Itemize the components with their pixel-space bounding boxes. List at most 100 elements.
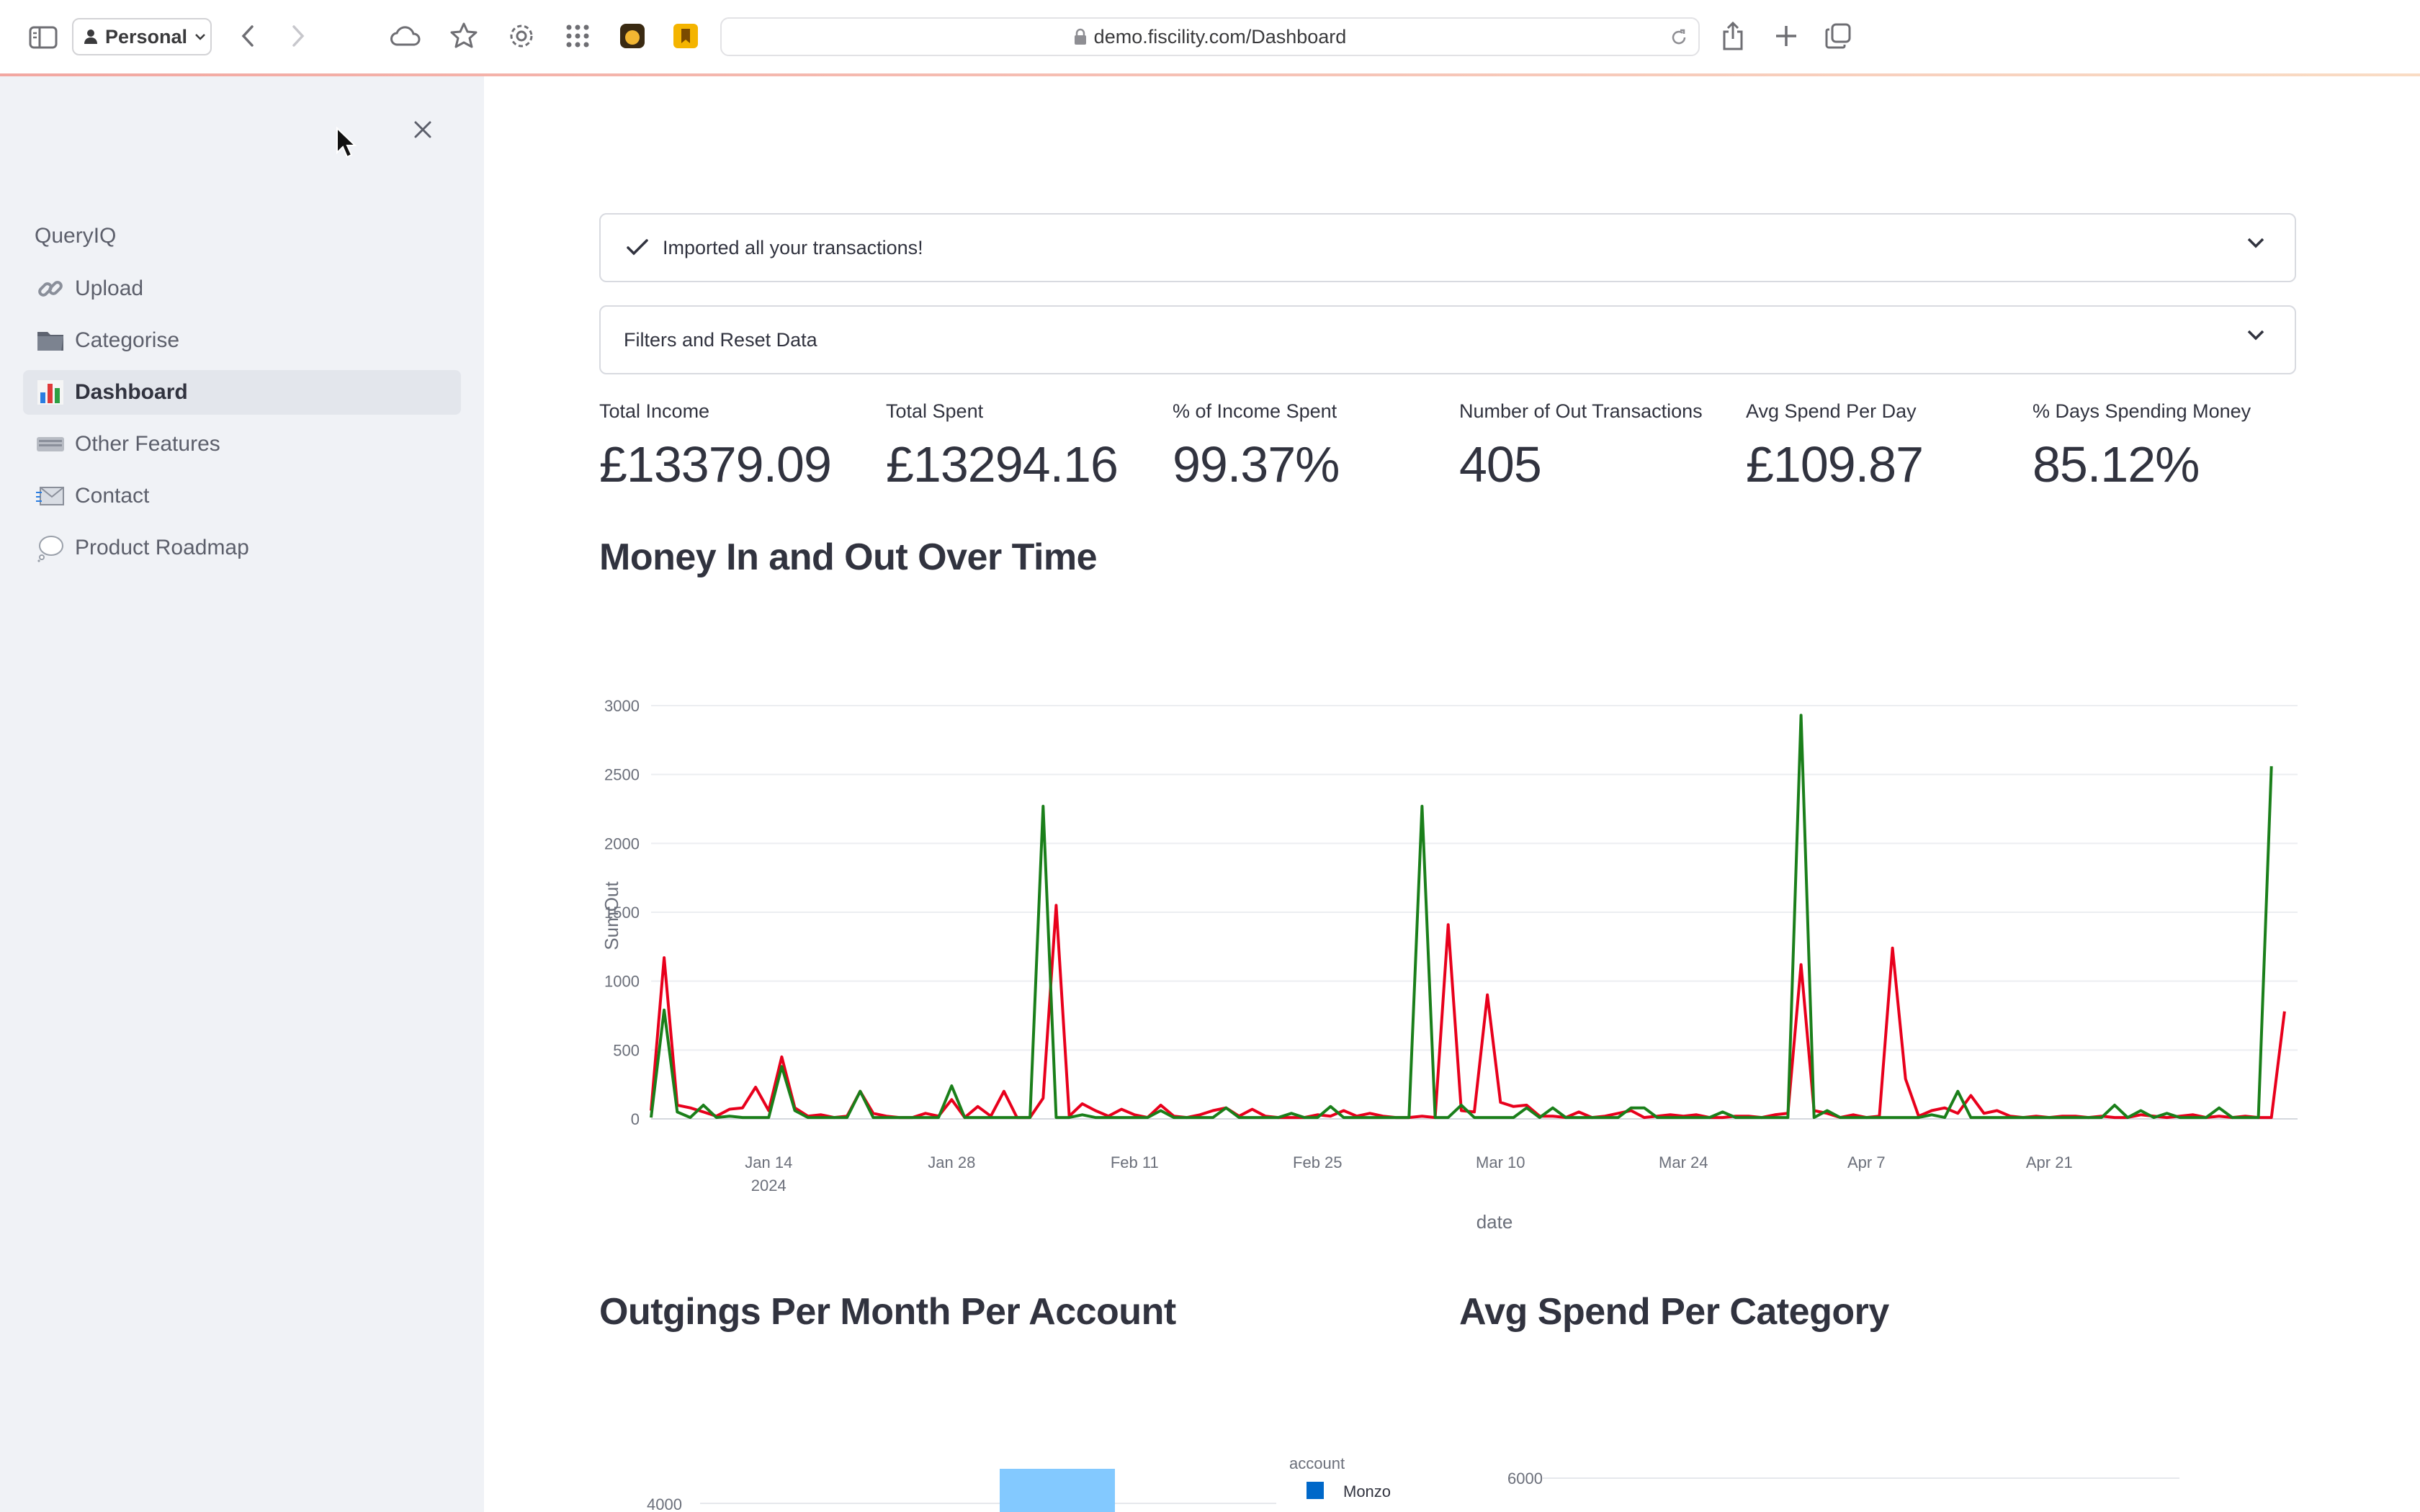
metric-value: £13379.09 (599, 436, 832, 492)
metric-value: £13294.16 (886, 436, 1119, 492)
sidebar (0, 76, 484, 1512)
bar[interactable] (1000, 1469, 1115, 1512)
metric-label: % Days Spending Money (2033, 400, 2251, 422)
metric-label: % of Income Spent (1173, 400, 1337, 422)
metric-days-spending: % Days Spending Money 85.12% (2033, 400, 2251, 493)
forward-icon[interactable] (282, 20, 314, 52)
metric-value: 85.12% (2033, 436, 2200, 492)
metric-value: £109.87 (1746, 436, 1924, 492)
sidebar-toggle-icon[interactable] (27, 22, 59, 53)
profile-name: Personal (105, 25, 188, 48)
metric-value: 405 (1459, 436, 1542, 492)
section-title-avg-spend: Avg Spend Per Category (1459, 1291, 1889, 1333)
sidebar-item-categorise[interactable]: Categorise (23, 318, 461, 363)
reload-icon[interactable] (1670, 28, 1688, 47)
x-axis-label: date (1476, 1211, 1513, 1233)
sidebar-item-label: Upload (75, 276, 144, 300)
lock-icon (1074, 28, 1086, 45)
chevron-down-icon (195, 34, 205, 40)
check-icon (627, 239, 648, 256)
sidebar-item-label: Product Roadmap (75, 536, 249, 559)
y-tick-label: 2000 (604, 834, 640, 852)
metric-label: Total Spent (886, 400, 984, 422)
url-text: demo.fiscility.com/Dashboard (1093, 25, 1347, 48)
y-tick-label: 2500 (604, 766, 640, 784)
bookmark-extension-icon[interactable] (671, 22, 700, 50)
app-name: QueryIQ (35, 224, 117, 248)
gear-icon[interactable] (506, 20, 537, 52)
sidebar-item-dashboard[interactable]: Dashboard (23, 370, 461, 415)
chevron-down-icon (2247, 330, 2264, 341)
envelope-icon (36, 482, 65, 510)
x-tick-label: Apr 7 (1847, 1153, 1886, 1171)
sidebar-item-label: Other Features (75, 432, 220, 456)
outgoings-bar-chart[interactable]: 4000 account Monzo (599, 1440, 1392, 1512)
series-line[interactable] (650, 714, 2273, 1120)
metric-label: Total Income (599, 400, 710, 422)
keyboard-icon (36, 430, 65, 459)
metric-avg-spend-per-day: Avg Spend Per Day £109.87 (1746, 400, 1924, 493)
series-line[interactable] (650, 904, 2286, 1120)
apps-grid-icon[interactable] (562, 20, 593, 52)
new-tab-icon[interactable] (1770, 20, 1802, 52)
x-tick-label: Apr 21 (2026, 1153, 2073, 1171)
y-tick-label: 4000 (647, 1495, 682, 1512)
mouse-cursor-icon (336, 126, 357, 162)
person-icon (84, 30, 97, 44)
metric-label: Avg Spend Per Day (1746, 400, 1917, 422)
browser-toolbar: Personal demo.fiscility.com/Dashboard (0, 0, 2420, 73)
money-in-out-chart[interactable]: 0 500 1000 1500 2000 2500 3000 Jan 14 2024 Jan 2… (576, 677, 2319, 1238)
x-tick-label: Feb 11 (1111, 1153, 1159, 1171)
sidebar-item-contact[interactable]: Contact (23, 474, 461, 518)
profile-switcher[interactable]: Personal (72, 18, 212, 55)
close-sidebar-icon[interactable] (407, 114, 439, 145)
share-icon[interactable] (1717, 19, 1749, 53)
y-tick-label: 1000 (604, 973, 640, 991)
toolbar-divider (0, 73, 2420, 76)
sidebar-item-label: Dashboard (75, 380, 188, 404)
x-tick-label: Mar 24 (1659, 1153, 1708, 1171)
legend-entry: Monzo (1343, 1482, 1391, 1500)
metric-total-spent: Total Spent £13294.16 (886, 400, 1119, 493)
y-tick-label: 6000 (1507, 1470, 1543, 1488)
section-title-money-in-out: Money In and Out Over Time (599, 536, 1098, 578)
section-title-outgoings: Outgings Per Month Per Account (599, 1291, 1176, 1333)
bar-chart-icon (36, 378, 65, 407)
thought-bubble-icon (36, 534, 65, 562)
metric-total-income: Total Income £13379.09 (599, 400, 832, 493)
back-icon[interactable] (232, 20, 264, 52)
x-tick-label: Jan 28 (928, 1153, 975, 1171)
x-tick-sublabel: 2024 (751, 1176, 786, 1194)
folder-icon (36, 326, 65, 355)
metric-percent-income-spent: % of Income Spent 99.37% (1173, 400, 1340, 493)
x-tick-label: Jan 14 (745, 1153, 792, 1171)
sidebar-item-upload[interactable]: Upload (23, 266, 461, 311)
main-content (484, 76, 2420, 1512)
extension-icon[interactable] (618, 22, 647, 50)
metric-label: Number of Out Transactions (1459, 400, 1703, 422)
y-tick-label: 0 (631, 1110, 640, 1128)
chevron-down-icon (2247, 238, 2264, 248)
metric-value: 99.37% (1173, 436, 1340, 492)
status-message: Imported all your transactions! (663, 236, 923, 258)
y-axis-label: SumOut (601, 881, 622, 950)
tab-overview-icon[interactable] (1822, 20, 1854, 52)
address-bar[interactable]: demo.fiscility.com/Dashboard (720, 17, 1700, 56)
sidebar-item-label: Categorise (75, 328, 180, 352)
legend-swatch (1307, 1482, 1324, 1499)
y-tick-label: 1500 (604, 904, 640, 922)
avg-spend-bar-chart[interactable]: 6000 (1459, 1440, 2251, 1512)
sidebar-item-other-features[interactable]: Other Features (23, 422, 461, 467)
metric-out-transactions: Number of Out Transactions 405 (1459, 400, 1703, 493)
y-tick-label: 3000 (604, 697, 640, 715)
status-expander[interactable]: Imported all your transactions! (599, 213, 2296, 282)
x-tick-label: Mar 10 (1476, 1153, 1525, 1171)
filters-label: Filters and Reset Data (624, 328, 817, 351)
sidebar-item-product-roadmap[interactable]: Product Roadmap (23, 526, 461, 570)
filters-expander[interactable]: Filters and Reset Data (599, 305, 2296, 374)
sidebar-item-label: Contact (75, 484, 150, 508)
cloud-icon[interactable] (387, 20, 424, 52)
link-icon (36, 274, 65, 303)
star-icon[interactable] (447, 20, 481, 52)
y-tick-label: 500 (613, 1041, 640, 1059)
